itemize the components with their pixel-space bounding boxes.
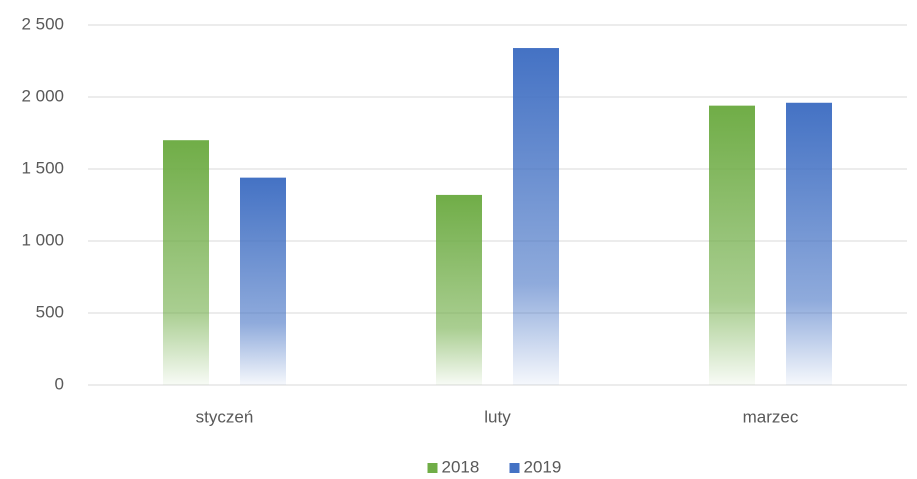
bar	[786, 102, 832, 385]
bar	[163, 140, 209, 385]
bar	[436, 194, 482, 385]
y-tick-label: 1 500	[21, 158, 64, 177]
y-tick-label: 2 500	[21, 14, 64, 33]
y-tick-label: 500	[36, 302, 64, 321]
legend-swatch	[427, 463, 438, 473]
legend-label: 2018	[442, 457, 480, 476]
x-tick-label: marzec	[743, 407, 799, 426]
y-tick-label: 1 000	[21, 230, 64, 249]
bar	[240, 177, 286, 385]
x-tick-label: luty	[484, 407, 511, 426]
legend-swatch	[509, 463, 520, 473]
y-tick-label: 0	[55, 374, 64, 393]
legend-label: 2019	[524, 457, 562, 476]
y-tick-label: 2 000	[21, 86, 64, 105]
bar	[709, 105, 755, 385]
bar	[513, 48, 559, 385]
x-tick-label: styczeń	[196, 407, 254, 426]
